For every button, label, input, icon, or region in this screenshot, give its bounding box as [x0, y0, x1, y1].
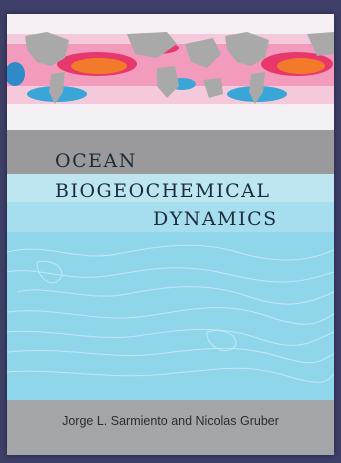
- cover-title-band: [7, 174, 334, 202]
- book-title-line-3: DYNAMICS: [153, 208, 278, 230]
- book-title-line-1: OCEAN: [55, 150, 137, 172]
- cover-author-band: [7, 400, 334, 455]
- cover-world-map: [7, 14, 334, 130]
- cover-title-band-lower: [7, 202, 334, 232]
- book-title-line-2: BIOGEOCHEMICAL: [55, 180, 271, 202]
- cover-grey-band: [7, 130, 334, 174]
- contour-lines-illustration: [7, 244, 334, 383]
- book-authors: Jorge L. Sarmiento and Nicolas Gruber: [62, 414, 279, 428]
- book-cover: OCEAN BIOGEOCHEMICAL DYNAMICS Jorge L. S…: [7, 14, 334, 455]
- world-map-illustration: [7, 14, 334, 130]
